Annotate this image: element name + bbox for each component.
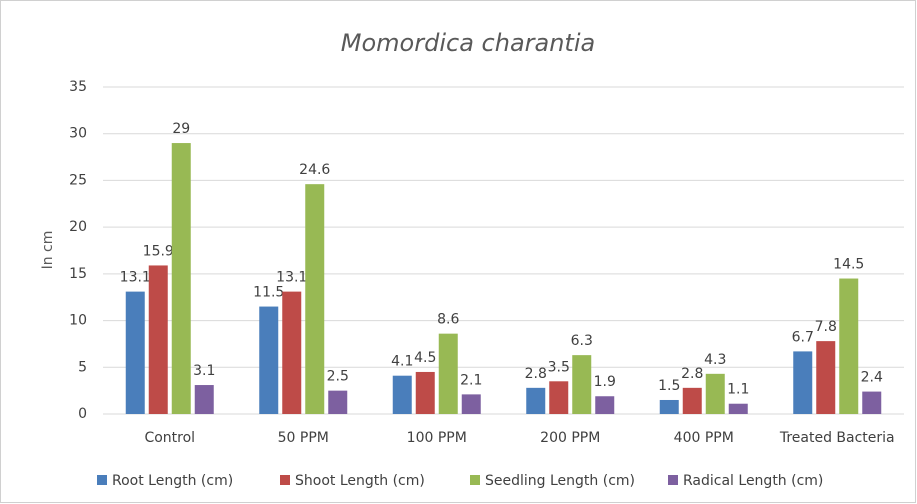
y-tick-label: 10: [69, 313, 87, 329]
bar: [549, 381, 569, 414]
y-tick-label: 15: [69, 266, 87, 282]
x-tick-label: 100 PPM: [407, 430, 467, 446]
bar: [572, 355, 592, 414]
y-axis-label: In cm: [40, 231, 56, 270]
bar: [595, 396, 615, 414]
y-tick-label: 20: [69, 219, 87, 235]
data-label: 4.5: [414, 350, 436, 366]
data-label: 11.5: [253, 285, 284, 301]
y-tick-label: 35: [69, 79, 87, 95]
legend-label: Radical Length (cm): [683, 473, 823, 489]
x-tick-label: 200 PPM: [540, 430, 600, 446]
y-tick-label: 30: [69, 126, 87, 142]
data-label: 4.1: [391, 354, 413, 370]
data-label: 4.3: [704, 352, 726, 368]
data-label: 8.6: [437, 312, 459, 328]
bar: [194, 385, 214, 414]
bar: [682, 387, 702, 414]
data-label: 1.9: [594, 374, 616, 390]
data-label: 13.1: [276, 270, 307, 286]
data-label: 15.9: [143, 243, 174, 259]
bar: [839, 278, 859, 414]
y-tick-label: 0: [78, 406, 87, 422]
bar: [328, 390, 348, 414]
chart-title: Momordica charantia: [341, 29, 595, 57]
data-label: 2.1: [460, 372, 482, 388]
legend-swatch: [470, 475, 480, 485]
legend-label: Seedling Length (cm): [485, 473, 635, 489]
data-label: 7.8: [815, 319, 837, 335]
data-label: 2.4: [861, 370, 883, 386]
bar: [259, 306, 279, 414]
legend-swatch: [97, 475, 107, 485]
x-tick-label: 50 PPM: [278, 430, 329, 446]
data-label: 3.1: [193, 363, 215, 379]
data-label: 6.3: [571, 333, 593, 349]
data-label: 6.7: [792, 329, 814, 345]
data-label: 3.5: [548, 359, 570, 375]
bar: [438, 333, 458, 414]
bar: [125, 291, 145, 414]
data-label: 2.5: [327, 369, 349, 385]
bar: [171, 143, 191, 415]
bar: [392, 375, 412, 414]
data-label: 14.5: [833, 257, 864, 273]
bar: [305, 184, 325, 414]
x-tick-label: 400 PPM: [674, 430, 734, 446]
legend-label: Root Length (cm): [112, 473, 233, 489]
bar: [705, 373, 725, 414]
y-tick-label: 5: [78, 359, 87, 375]
bar: [526, 387, 546, 414]
legend-swatch: [668, 475, 678, 485]
data-label: 2.8: [681, 366, 703, 382]
bar: [282, 291, 302, 414]
x-tick-label: Control: [144, 430, 195, 446]
data-label: 2.8: [525, 366, 547, 382]
data-label: 29: [172, 121, 190, 137]
y-tick-label: 25: [69, 172, 87, 188]
bar: [728, 403, 748, 414]
data-label: 1.5: [658, 378, 680, 394]
bar: [793, 351, 813, 414]
bar: [659, 399, 679, 414]
legend-label: Shoot Length (cm): [295, 473, 425, 489]
bar: [415, 371, 435, 414]
bar: [862, 391, 882, 414]
data-label: 24.6: [299, 162, 330, 178]
x-tick-label: Treated Bacteria: [779, 430, 895, 446]
bar: [461, 394, 481, 414]
bar: [148, 265, 168, 414]
data-label: 13.1: [120, 270, 151, 286]
bar: [816, 341, 836, 414]
legend-swatch: [280, 475, 290, 485]
data-label: 1.1: [727, 382, 749, 398]
